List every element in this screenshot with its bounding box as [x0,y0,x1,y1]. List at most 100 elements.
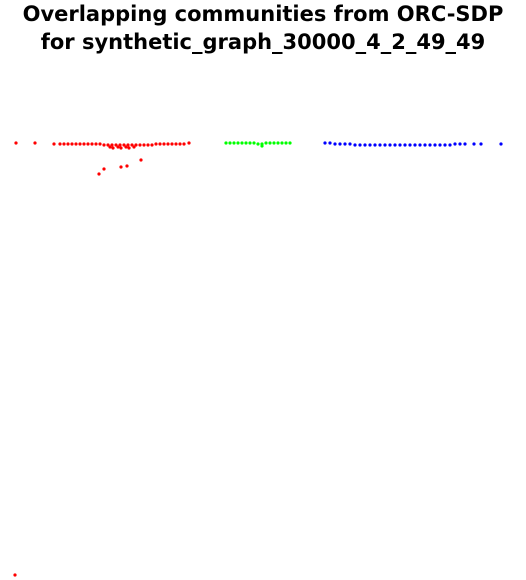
data-point [102,167,106,171]
data-point [280,141,284,145]
data-point [98,142,102,146]
data-point [272,141,276,145]
data-point [224,141,228,145]
data-point [323,141,327,145]
data-point [66,142,70,146]
data-point [383,143,387,147]
data-point [428,143,432,147]
data-point [125,164,129,168]
data-point [118,143,122,147]
community-series-2 [224,141,292,148]
data-point [124,145,128,149]
data-point [13,573,17,577]
data-point [284,141,288,145]
data-point [240,141,244,145]
data-point [182,142,186,146]
data-point [443,143,447,147]
data-point [276,141,280,145]
data-point [52,142,56,146]
data-point [114,143,118,147]
data-point [368,143,372,147]
data-point [418,143,422,147]
data-point [363,143,367,147]
data-point [348,142,352,146]
points-layer [13,141,503,577]
data-point [110,143,114,147]
data-point [358,143,362,147]
data-point [138,143,142,147]
data-point [174,142,178,146]
data-point [353,143,357,147]
data-point [166,142,170,146]
data-point [154,142,158,146]
data-point [228,141,232,145]
data-point [106,143,110,147]
data-point [433,143,437,147]
data-point [463,142,467,146]
data-point [119,146,123,150]
data-point [97,172,101,176]
data-point [328,141,332,145]
data-point [343,142,347,146]
data-point [244,141,248,145]
data-point [78,142,82,146]
data-point [150,143,154,147]
data-point [162,142,166,146]
data-point [111,146,115,150]
data-point [94,142,98,146]
data-point [14,141,18,145]
data-point [127,146,131,150]
data-point [373,143,377,147]
data-point [62,142,66,146]
chart-title-line-1: Overlapping communities from ORC-SDP [22,2,504,26]
data-point [472,142,476,146]
data-point [119,165,123,169]
data-point [102,143,106,147]
data-point [333,142,337,146]
data-point [256,142,260,146]
data-point [423,143,427,147]
community-series-1 [13,141,191,577]
data-point [90,142,94,146]
data-point [74,142,78,146]
data-point [70,142,74,146]
data-point [236,141,240,145]
data-point [132,145,136,149]
data-point [178,142,182,146]
data-point [122,143,126,147]
data-point [438,143,442,147]
data-point [248,141,252,145]
data-point [403,143,407,147]
data-point [413,143,417,147]
data-point [170,142,174,146]
data-point [288,141,292,145]
data-point [268,141,272,145]
data-point [82,142,86,146]
data-point [187,141,191,145]
data-point [499,142,503,146]
data-point [158,142,162,146]
data-point [86,142,90,146]
data-point [260,144,264,148]
data-point [142,143,146,147]
data-point [393,143,397,147]
data-point [33,141,37,145]
data-point [408,143,412,147]
data-point [252,141,256,145]
data-point [116,145,120,149]
data-point [58,142,62,146]
data-point [479,142,483,146]
community-series-3 [323,141,503,147]
data-point [458,142,462,146]
data-point [108,145,112,149]
data-point [134,143,138,147]
data-point [448,143,452,147]
data-point [338,142,342,146]
data-point [232,141,236,145]
data-point [388,143,392,147]
data-point [146,143,150,147]
data-point [378,143,382,147]
chart-title-line-2: for synthetic_graph_30000_4_2_49_49 [40,30,486,54]
data-point [453,142,457,146]
